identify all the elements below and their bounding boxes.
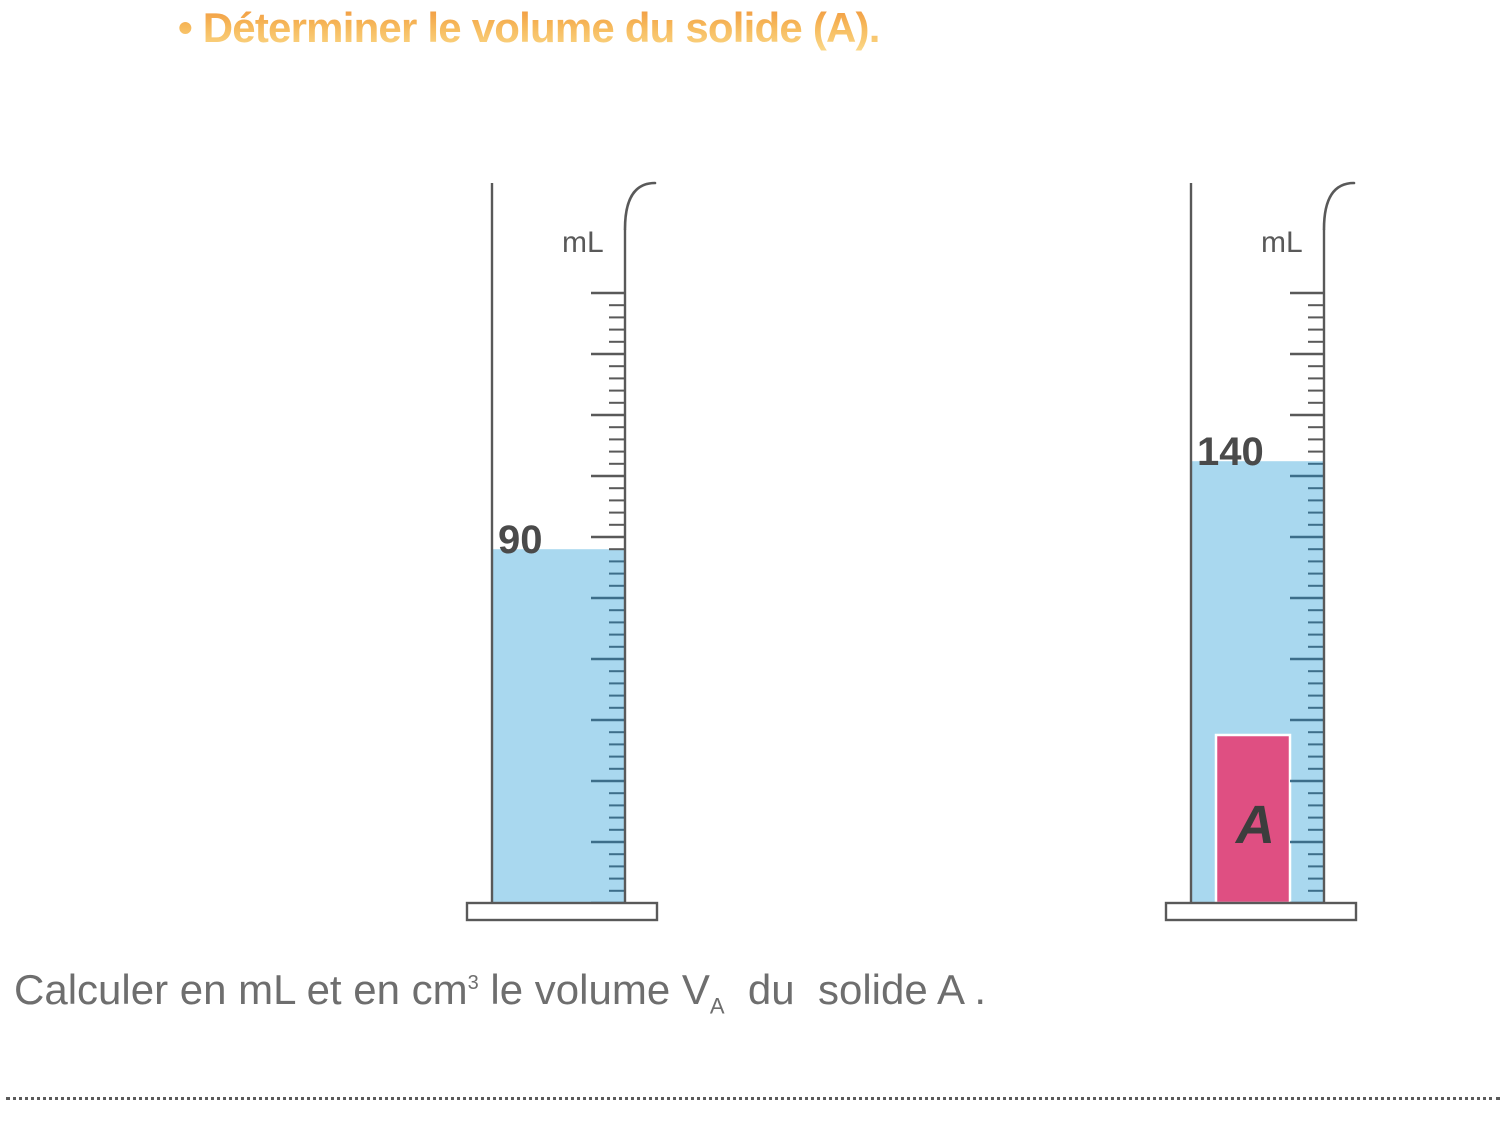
svg-text:mL: mL [1261,226,1303,259]
svg-text:90: 90 [498,518,543,562]
svg-text:mL: mL [562,226,604,259]
svg-text:140: 140 [1197,430,1264,474]
